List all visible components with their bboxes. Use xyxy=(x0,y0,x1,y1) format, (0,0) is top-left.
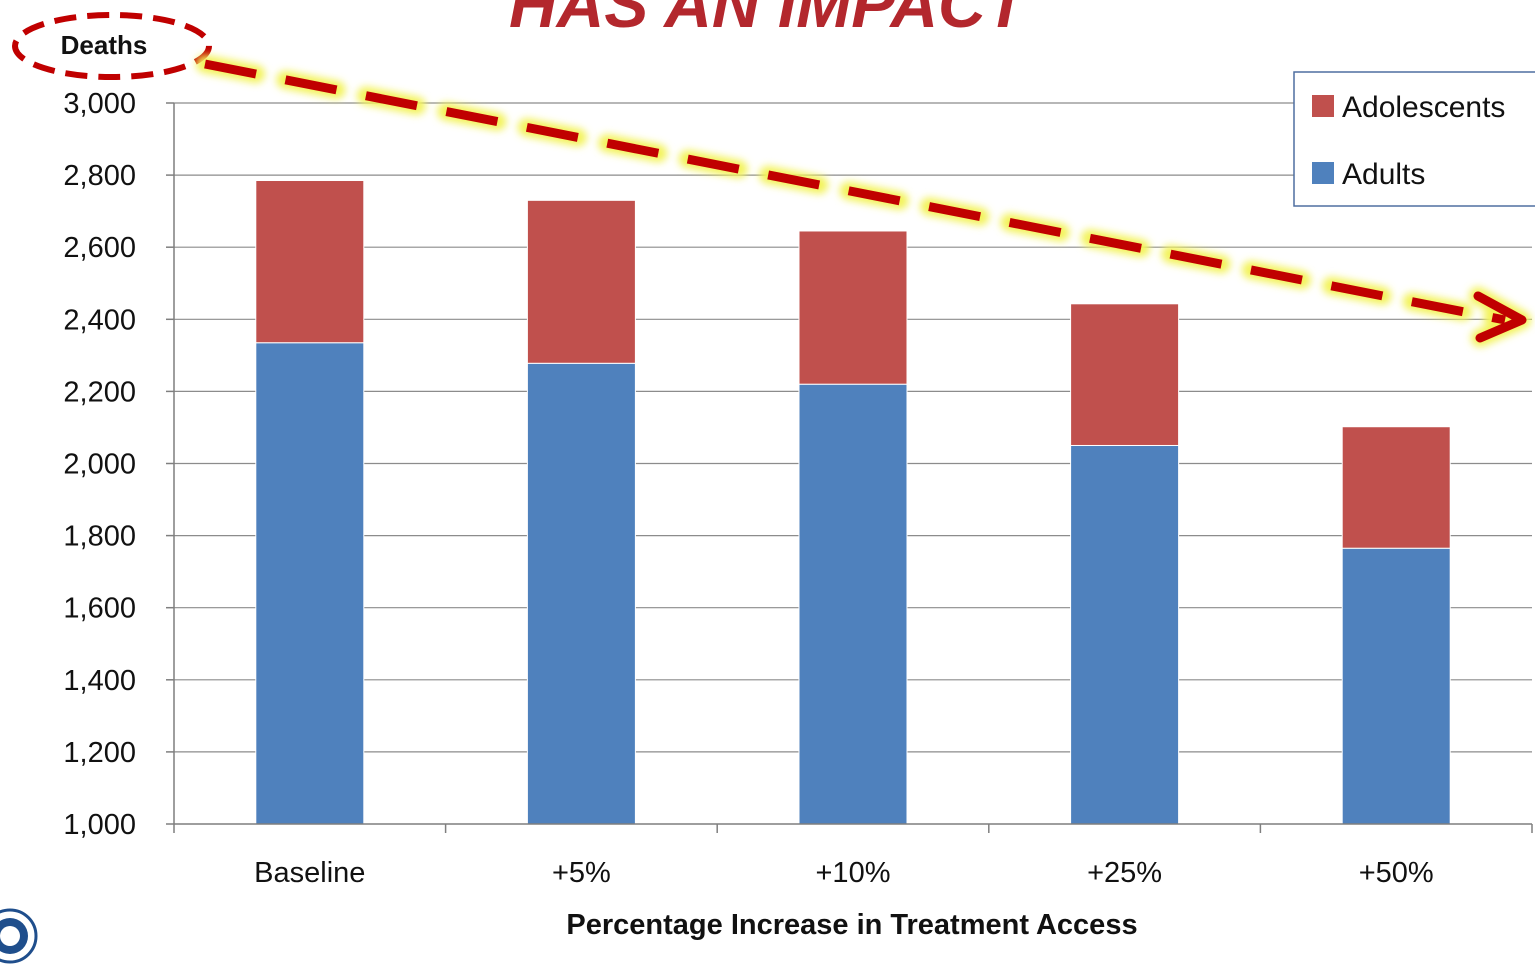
bar-adults xyxy=(798,383,908,825)
ylabel-highlight-ellipse xyxy=(12,12,212,80)
x-tick-label: +25% xyxy=(1087,857,1162,889)
y-tick-label: 2,400 xyxy=(63,304,136,336)
y-tick-labels: 1,000 1,200 1,400 1,600 1,800 2,000 2,200 2,400… xyxy=(63,88,136,841)
y-tick-label: 1,200 xyxy=(63,737,136,769)
bar-adolescents xyxy=(526,199,636,364)
y-axis-title-group: Deaths xyxy=(12,12,212,80)
legend-label-adults: Adults xyxy=(1342,158,1425,191)
legend-swatch-adolescents xyxy=(1312,95,1334,117)
x-tick-label: +50% xyxy=(1359,857,1434,889)
y-tick-label: 2,200 xyxy=(63,376,136,408)
stacked-bar-chart: Baseline +5% +10% +25% +50% 1,0001,2001,4001… xyxy=(12,12,1535,941)
y-tick-label: 1,400 xyxy=(63,665,136,697)
y-tick-label: 1,600 xyxy=(63,593,136,625)
legend: Adolescents Adults xyxy=(1293,71,1535,207)
legend-swatch-adults xyxy=(1312,162,1334,184)
y-tick-label: 3,000 xyxy=(63,88,136,120)
legend-label-adolescents: Adolescents xyxy=(1342,91,1505,124)
y-axis-title: Deaths xyxy=(61,30,148,60)
slide-title: HAS AN IMPACT xyxy=(509,0,1026,41)
legend-box xyxy=(1293,71,1535,207)
y-tick-label: 1,000 xyxy=(63,809,136,841)
x-tick-label: Baseline xyxy=(254,857,365,889)
bar-adults xyxy=(255,342,365,825)
x-tick-label: +5% xyxy=(552,857,611,889)
x-tick-label: +10% xyxy=(816,857,891,889)
agency-seal-icon xyxy=(0,908,38,964)
x-axis-title: Percentage Increase in Treatment Access xyxy=(566,909,1137,941)
bar-adults xyxy=(526,362,636,825)
bar-adults xyxy=(1341,547,1451,825)
bar-adolescents xyxy=(1341,426,1451,549)
trend-arrow-annotation xyxy=(196,55,1531,347)
bar-adolescents xyxy=(798,230,908,385)
arrow-head xyxy=(1473,291,1527,343)
y-tick-label: 2,600 xyxy=(63,232,136,264)
bar-adolescents xyxy=(1070,303,1180,446)
y-tick-label: 2,800 xyxy=(63,160,136,192)
bar-adults xyxy=(1070,444,1180,825)
x-tick-labels: Baseline +5% +10% +25% +50% xyxy=(254,857,1434,889)
y-tick-label: 2,000 xyxy=(63,449,136,481)
bars xyxy=(255,180,1451,825)
y-tick-label: 1,800 xyxy=(63,521,136,553)
axes xyxy=(166,102,1533,833)
bar-adolescents xyxy=(255,180,365,344)
